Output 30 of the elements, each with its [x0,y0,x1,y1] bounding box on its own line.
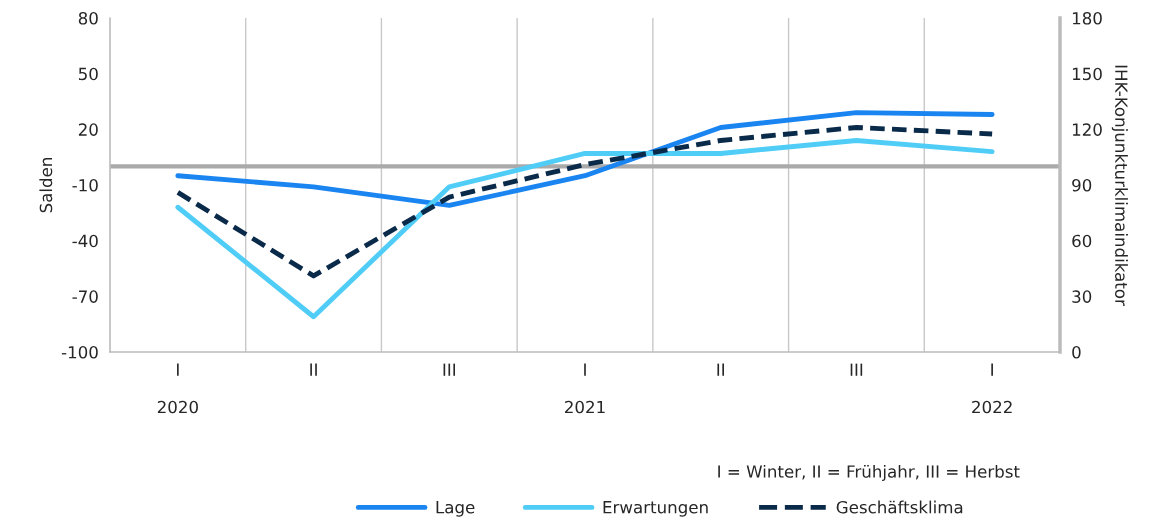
y2-tick-label: 90 [1072,178,1092,192]
x-tick-label: II [717,363,724,376]
y2-axis-title: IHK-Konjunkturklimaindikator [1111,65,1128,306]
y-tick-label: -100 [61,345,98,359]
legend-label: Erwartungen [603,501,708,517]
line-series [175,125,995,279]
y-tick-label: -10 [72,178,98,192]
y2-tick-label: 150 [1072,67,1102,81]
x-tick-label: II [310,363,317,376]
y2-tick-label: 30 [1072,290,1092,303]
y-tick-label: 80 [78,11,98,25]
y-tick-label: -70 [72,290,98,303]
y-tick-label: 50 [78,67,98,81]
x-tick-label: III [443,363,456,376]
text: I = Winter, II = Frühjahr, III = Herbst [718,464,1020,482]
y2-tick-label: 60 [1072,234,1092,248]
y2-tick-label: 120 [1072,123,1102,136]
y2-tick-label: 0 [1072,345,1081,359]
y2-tick-label: 180 [1072,11,1102,25]
y-tick-label: 20 [78,123,98,136]
category-label: I 2021 [565,363,605,414]
category-label: I 2022 [972,363,1012,414]
legend-label: Geschäftsklima [836,500,963,514]
x-tick-label: III [850,363,863,376]
y-tick-label: -40 [72,234,98,248]
line-series [175,110,995,208]
category-label: I 2020 [157,363,198,414]
y-axis-title: Salden [39,158,53,213]
legend-label: Lage [436,501,475,517]
line-series [175,138,995,320]
